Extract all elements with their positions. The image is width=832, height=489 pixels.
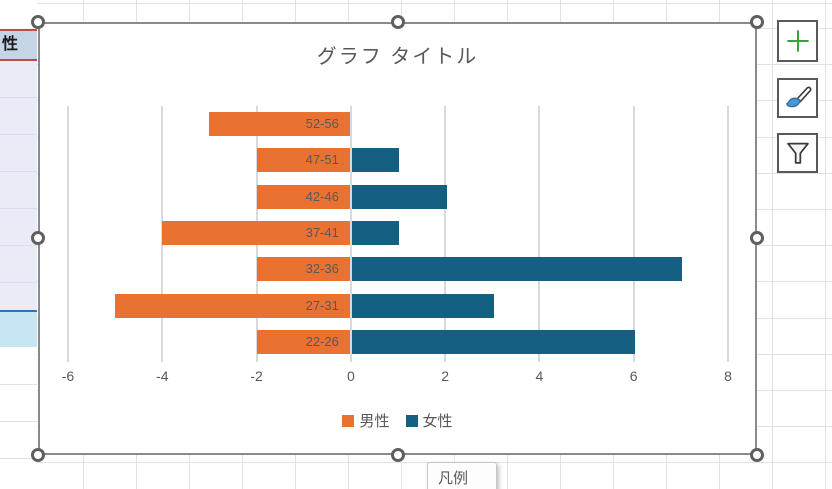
bar-male-47-51[interactable] [256, 148, 350, 173]
bar-female-42-46[interactable] [352, 184, 447, 209]
chart-filters-button[interactable] [777, 133, 818, 173]
paintbrush-icon [785, 86, 811, 108]
x-axis-tick-label: 2 [441, 368, 450, 384]
x-axis-tick-label: 4 [535, 368, 544, 384]
data-range-border-blue [0, 310, 37, 312]
worksheet-left-column[interactable]: 性 [0, 0, 37, 489]
bar-male-32-36[interactable] [256, 257, 350, 282]
worksheet-row-line [0, 384, 37, 385]
bar-male-27-31[interactable] [115, 293, 350, 318]
bar-female-32-36[interactable] [352, 257, 683, 282]
chart-gridline [67, 106, 69, 362]
category-label: 37-41 [305, 224, 339, 240]
chart-gridline [349, 106, 352, 362]
x-axis-tick-label: -6 [61, 368, 75, 384]
category-label: 47-51 [305, 152, 339, 168]
bar-male-52-56[interactable] [209, 112, 350, 136]
chart-gridline [538, 106, 541, 362]
selection-handle-top-right[interactable] [750, 15, 764, 29]
category-label: 42-46 [305, 188, 339, 204]
selection-handle-bottom-right[interactable] [750, 448, 764, 462]
x-axis-tick-label: 8 [724, 368, 732, 384]
selection-handle-top-left[interactable] [31, 15, 45, 29]
worksheet-column-line [772, 0, 773, 489]
selection-handle-bottom-left[interactable] [31, 448, 45, 462]
cell-header[interactable]: 性 [0, 31, 37, 59]
category-label: 32-36 [305, 261, 339, 277]
x-axis-tick-label: 6 [629, 368, 638, 384]
worksheet-row-line [0, 458, 37, 459]
legend-item-female[interactable]: 女性 [405, 410, 453, 431]
chart-title[interactable]: グラフ タイトル [316, 46, 479, 68]
data-range-border-red-top [0, 29, 37, 31]
worksheet-row-line [0, 462, 832, 463]
chart-legend[interactable]: 男性 女性 [38, 410, 757, 431]
x-axis-tick-label: -4 [156, 368, 169, 384]
bar-male-37-41[interactable] [162, 220, 350, 245]
bar-male-42-46[interactable] [256, 184, 350, 209]
category-label: 27-31 [305, 297, 339, 313]
chart-gridline [444, 106, 447, 362]
worksheet-row-line [0, 3, 832, 4]
bar-female-27-31[interactable] [352, 293, 494, 318]
selection-handle-middle-right[interactable] [750, 231, 764, 245]
embedded-chart[interactable]: グラフ タイトル -6 -4 -2 0 2 4 6 8 52-56 47-51 42-46 37-41… [38, 22, 757, 455]
x-axis-tick-label: 0 [346, 368, 355, 384]
bar-male-22-26[interactable] [256, 329, 350, 354]
worksheet-column-line [825, 0, 826, 489]
chart-gridline [727, 106, 729, 362]
chart-styles-button[interactable] [777, 78, 818, 118]
legend-label-female: 女性 [422, 413, 453, 430]
chart-gridline [632, 106, 635, 362]
selection-handle-bottom-center[interactable] [391, 448, 405, 462]
funnel-icon [786, 142, 809, 164]
legend-label-male: 男性 [359, 413, 390, 430]
category-label: 22-26 [305, 333, 339, 349]
highlighted-data-range[interactable] [0, 61, 37, 310]
legend-swatch-male [342, 414, 355, 427]
bar-female-22-26[interactable] [352, 329, 636, 354]
highlighted-cell-cyan[interactable] [0, 312, 37, 347]
selection-handle-top-center[interactable] [391, 15, 405, 29]
category-label: 52-56 [305, 116, 339, 131]
chart-elements-button[interactable] [777, 20, 818, 62]
x-axis-tick-label: -2 [250, 368, 263, 384]
screentip: 凡例 [427, 462, 497, 489]
legend-swatch-female [405, 414, 418, 427]
bar-female-37-41[interactable] [352, 220, 400, 245]
legend-item-male[interactable]: 男性 [342, 410, 390, 431]
selection-handle-middle-left[interactable] [31, 231, 45, 245]
bar-female-47-51[interactable] [352, 148, 400, 173]
plus-icon [786, 30, 809, 52]
data-range-border-red-bottom [0, 59, 37, 61]
worksheet-row-line [0, 421, 37, 422]
